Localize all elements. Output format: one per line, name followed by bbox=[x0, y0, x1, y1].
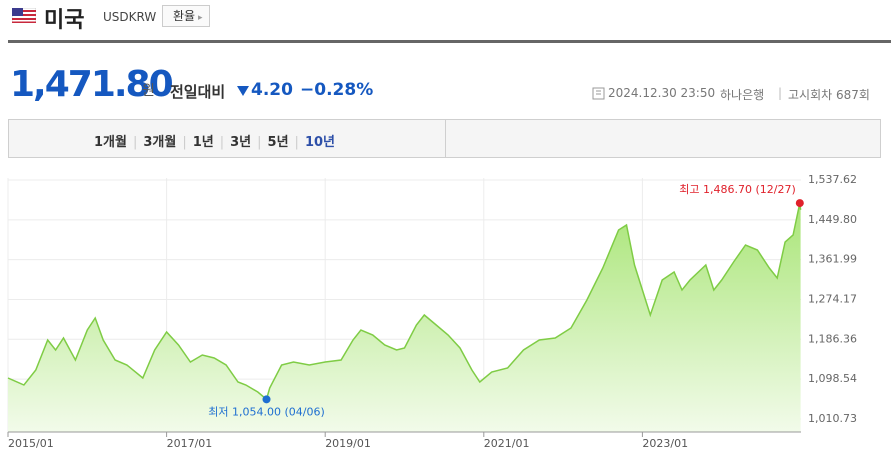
tab-separator: | bbox=[182, 135, 187, 150]
change: 4.20 bbox=[251, 80, 293, 100]
annotation-dot bbox=[795, 199, 804, 208]
tab[interactable]: 5년 bbox=[267, 135, 289, 150]
code: USDKRW bbox=[103, 10, 157, 24]
tab-separator: | bbox=[219, 135, 225, 150]
tab[interactable]: 1개월 bbox=[94, 135, 127, 150]
tab-separator: | bbox=[294, 135, 299, 150]
annotation-label: 최고 1,486.70 (12/27) bbox=[679, 183, 796, 196]
unit: 원 bbox=[142, 83, 155, 99]
separator: | bbox=[778, 86, 783, 100]
tab[interactable]: 1년 bbox=[192, 135, 214, 150]
change-label: 전일대비 bbox=[170, 83, 226, 101]
y-tick-label: 1,361.99 bbox=[808, 253, 857, 266]
line bbox=[7, 202, 802, 401]
y-tick-label: 1,098.54 bbox=[808, 372, 857, 385]
tab-divider bbox=[445, 120, 446, 157]
round: 고시회차 687회 bbox=[788, 88, 870, 102]
x-tick-label: 2015/01 bbox=[8, 437, 54, 450]
y-tick-label: 1,537.62 bbox=[808, 173, 857, 186]
country: 미국 bbox=[44, 8, 85, 33]
tab-bar bbox=[8, 119, 881, 158]
rate-button-label: 환율 bbox=[173, 9, 196, 23]
x-tick-label: 2021/01 bbox=[484, 437, 530, 450]
x-tick-label: 2017/01 bbox=[167, 437, 213, 450]
area bbox=[8, 203, 801, 432]
bank: 하나은행 bbox=[720, 88, 765, 102]
tab-separator: | bbox=[132, 135, 138, 150]
y-tick-label: 1,449.80 bbox=[808, 213, 857, 226]
rate-button[interactable]: 환율 ▸ bbox=[162, 5, 210, 27]
x-tick-label: 2019/01 bbox=[325, 437, 371, 450]
divider bbox=[8, 40, 891, 43]
price: 1,471.80 bbox=[10, 64, 174, 105]
x-tick-label: 2023/01 bbox=[642, 437, 688, 450]
tabs: 1개월 | 3개월 | 1년 | 3년 | 5년 | 10년 bbox=[94, 131, 335, 150]
us-flag bbox=[12, 8, 36, 23]
y-tick-label: 1,010.73 bbox=[808, 412, 857, 425]
y-tick-label: 1,274.17 bbox=[808, 292, 857, 305]
y-tick-label: 1,186.36 bbox=[808, 332, 857, 345]
annotation-label: 최저 1,054.00 (04/06) bbox=[208, 405, 325, 418]
tab[interactable]: 10년 bbox=[304, 135, 335, 150]
down-arrow bbox=[237, 86, 249, 96]
tab-separator: | bbox=[257, 135, 262, 150]
annotation-dot bbox=[262, 395, 271, 404]
tab[interactable]: 3개월 bbox=[143, 135, 177, 150]
clock-icon bbox=[592, 87, 605, 100]
datetime: 2024.12.30 23:50 bbox=[608, 86, 716, 100]
change-pct: −0.28% bbox=[300, 80, 374, 100]
tab[interactable]: 3년 bbox=[230, 135, 252, 150]
